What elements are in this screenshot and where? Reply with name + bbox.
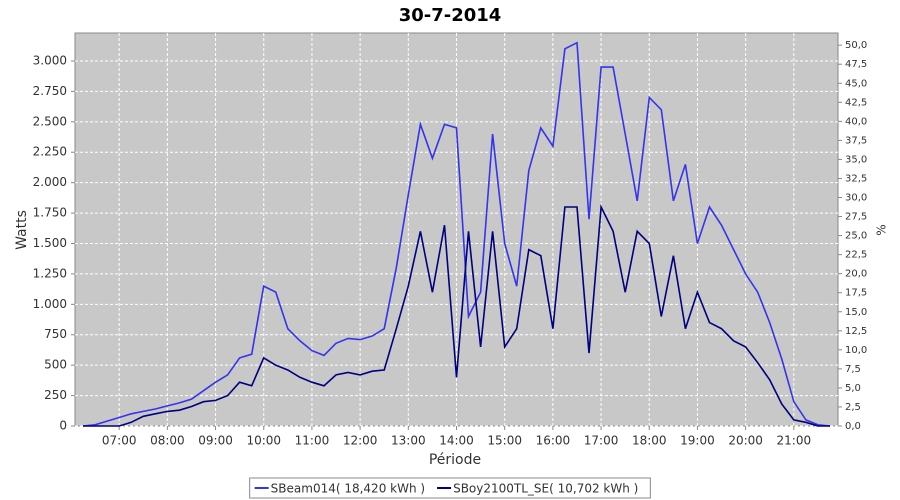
y2-tick-label: 15,0 bbox=[845, 307, 867, 318]
y-tick-label: 3.000 bbox=[33, 53, 67, 67]
y-axis-label: Watts bbox=[14, 210, 30, 250]
x-tick-label: 16:00 bbox=[536, 434, 571, 448]
x-axis-label: Période bbox=[429, 452, 481, 468]
x-tick-label: 11:00 bbox=[295, 434, 330, 448]
y-tick-label: 0 bbox=[59, 419, 67, 433]
y-tick-label: 500 bbox=[44, 358, 67, 372]
y2-tick-label: 22,5 bbox=[845, 250, 867, 261]
y2-tick-label: 45,0 bbox=[845, 78, 867, 89]
y2-tick-label: 25,0 bbox=[845, 231, 867, 242]
x-tick-label: 20:00 bbox=[728, 434, 763, 448]
y-tick-label: 2.250 bbox=[33, 145, 67, 159]
series-line bbox=[82, 41, 831, 427]
y-tick-label: 1.500 bbox=[33, 236, 67, 250]
x-tick-label: 14:00 bbox=[439, 434, 474, 448]
x-tick-label: 09:00 bbox=[198, 434, 233, 448]
x-tick-label: 07:00 bbox=[102, 434, 137, 448]
x-tick-label: 18:00 bbox=[632, 434, 667, 448]
y2-tick-label: 30,0 bbox=[845, 193, 867, 204]
x-tick-label: 13:00 bbox=[391, 434, 426, 448]
y-tick-label: 2.000 bbox=[33, 175, 67, 189]
legend-label: SBeam014( 18,420 kWh ) bbox=[271, 482, 425, 496]
x-tick-label: 21:00 bbox=[777, 434, 812, 448]
chart-title: 30-7-2014 bbox=[399, 5, 502, 26]
y2-tick-label: 20,0 bbox=[845, 269, 867, 280]
x-tick-label: 10:00 bbox=[246, 434, 281, 448]
y-tick-label: 1.250 bbox=[33, 266, 67, 280]
y2-tick-label: 40,0 bbox=[845, 116, 867, 127]
series-line bbox=[83, 204, 830, 427]
y2-tick-label: 17,5 bbox=[845, 288, 867, 299]
x-tick-label: 19:00 bbox=[680, 434, 715, 448]
legend: SBeam014( 18,420 kWh ) SBoy2100TL_SE( 10,… bbox=[249, 477, 651, 499]
y2-tick-label: 10,0 bbox=[845, 345, 867, 356]
y-tick-label: 1.750 bbox=[33, 206, 67, 220]
y-tick-label: 1.000 bbox=[33, 297, 67, 311]
y-tick-label: 750 bbox=[44, 327, 67, 341]
y2-tick-label: 5,0 bbox=[845, 383, 861, 394]
y-tick-label: 2.500 bbox=[33, 114, 67, 128]
y-tick-label: 2.750 bbox=[33, 84, 67, 98]
x-tick-label: 17:00 bbox=[584, 434, 619, 448]
y2-tick-label: 50,0 bbox=[845, 40, 867, 51]
y2-tick-label: 35,0 bbox=[845, 154, 867, 165]
y2-tick-label: 2,5 bbox=[845, 402, 861, 413]
x-tick-label: 08:00 bbox=[150, 434, 185, 448]
y-tick-label: 250 bbox=[44, 388, 67, 402]
x-tick-label: 12:00 bbox=[343, 434, 378, 448]
y2-tick-label: 12,5 bbox=[845, 326, 867, 337]
y2-tick-label: 7,5 bbox=[845, 364, 861, 375]
legend-label: SBoy2100TL_SE( 10,702 kWh ) bbox=[453, 482, 638, 496]
y2-axis-label: % bbox=[875, 224, 889, 235]
y2-tick-label: 42,5 bbox=[845, 97, 867, 108]
y2-tick-label: 47,5 bbox=[845, 59, 867, 70]
y2-tick-label: 37,5 bbox=[845, 135, 867, 146]
x-tick-label: 15:00 bbox=[487, 434, 522, 448]
y2-tick-label: 27,5 bbox=[845, 212, 867, 223]
y2-tick-label: 0,0 bbox=[845, 421, 861, 432]
y2-tick-label: 32,5 bbox=[845, 173, 867, 184]
